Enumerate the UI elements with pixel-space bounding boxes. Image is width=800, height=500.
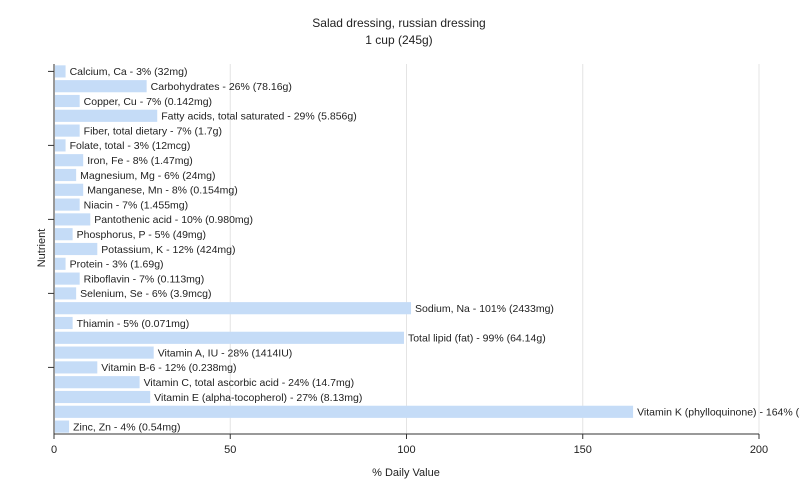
bar-label: Sodium, Na - 101% (2433mg) — [415, 303, 554, 315]
bar — [55, 139, 66, 152]
bar-label: Potassium, K - 12% (424mg) — [101, 244, 235, 256]
bar-label: Vitamin E (alpha-tocopherol) - 27% (8.13… — [154, 392, 362, 404]
bar — [55, 109, 158, 122]
bar — [55, 361, 98, 374]
x-tick-label: 100 — [397, 444, 415, 456]
bar — [55, 168, 77, 182]
bar — [55, 198, 80, 211]
bar — [55, 228, 73, 241]
bar — [55, 272, 80, 285]
bar — [55, 316, 73, 330]
bar-label: Vitamin K (phylloquinone) - 164% (131.6m… — [637, 407, 800, 419]
bar-label: Fiber, total dietary - 7% (1.7g) — [84, 125, 222, 137]
x-tick-label: 0 — [51, 444, 57, 456]
bar — [55, 65, 66, 78]
bar — [55, 183, 84, 196]
bar-label: Copper, Cu - 7% (0.142mg) — [84, 96, 212, 108]
bar — [55, 94, 80, 108]
bar — [55, 242, 98, 256]
bar — [55, 124, 80, 137]
gridlines — [229, 64, 760, 434]
bar-label: Niacin - 7% (1.455mg) — [84, 199, 188, 211]
bar — [55, 80, 147, 93]
bar — [55, 346, 154, 359]
chart-title: Salad dressing, russian dressing — [312, 16, 485, 30]
bar-label: Total lipid (fat) - 99% (64.14g) — [408, 333, 546, 345]
bar — [55, 257, 66, 270]
bar-label: Folate, total - 3% (12mcg) — [70, 140, 191, 152]
bar-label: Fatty acids, total saturated - 29% (5.85… — [161, 111, 357, 123]
bar-label: Zinc, Zn - 4% (0.54mg) — [73, 421, 180, 433]
bar-label: Thiamin - 5% (0.071mg) — [77, 318, 190, 330]
x-tick-label: 150 — [574, 444, 592, 456]
y-axis-title: Nutrient — [36, 229, 48, 268]
chart-subtitle: 1 cup (245g) — [365, 33, 432, 47]
bar-label: Calcium, Ca - 3% (32mg) — [70, 66, 188, 78]
bar-label: Selenium, Se - 6% (3.9mcg) — [80, 288, 211, 300]
bar — [55, 420, 70, 433]
x-tick-label: 200 — [750, 444, 768, 456]
bar-label: Protein - 3% (1.69g) — [70, 259, 164, 271]
bar-label: Manganese, Mn - 8% (0.154mg) — [87, 185, 238, 197]
bar — [55, 331, 404, 344]
bar-label: Phosphorus, P - 5% (49mg) — [77, 229, 206, 241]
bar-label: Riboflavin - 7% (0.113mg) — [84, 273, 205, 285]
bar — [55, 376, 140, 389]
bar-label: Iron, Fe - 8% (1.47mg) — [87, 155, 193, 167]
bar — [55, 302, 412, 315]
bar — [55, 405, 634, 418]
bar-label: Vitamin A, IU - 28% (1414IU) — [158, 347, 293, 359]
x-tick-label: 50 — [224, 444, 236, 456]
x-axis-ticks: 0 50 100 150 200 — [51, 434, 768, 456]
bar — [55, 213, 91, 226]
bar-label: Vitamin C, total ascorbic acid - 24% (14… — [144, 377, 354, 389]
x-axis-title: % Daily Value — [372, 467, 440, 479]
bar — [55, 390, 151, 404]
bar-label: Magnesium, Mg - 6% (24mg) — [80, 170, 215, 182]
bar — [55, 287, 77, 300]
bar-label: Vitamin B-6 - 12% (0.238mg) — [101, 362, 236, 374]
bar-label: Pantothenic acid - 10% (0.980mg) — [94, 214, 253, 226]
bar-series: Calcium, Ca - 3% (32mg) Carbohydrates - 2… — [55, 65, 800, 433]
bar — [55, 154, 84, 167]
bar-label: Carbohydrates - 26% (78.16g) — [151, 81, 292, 93]
